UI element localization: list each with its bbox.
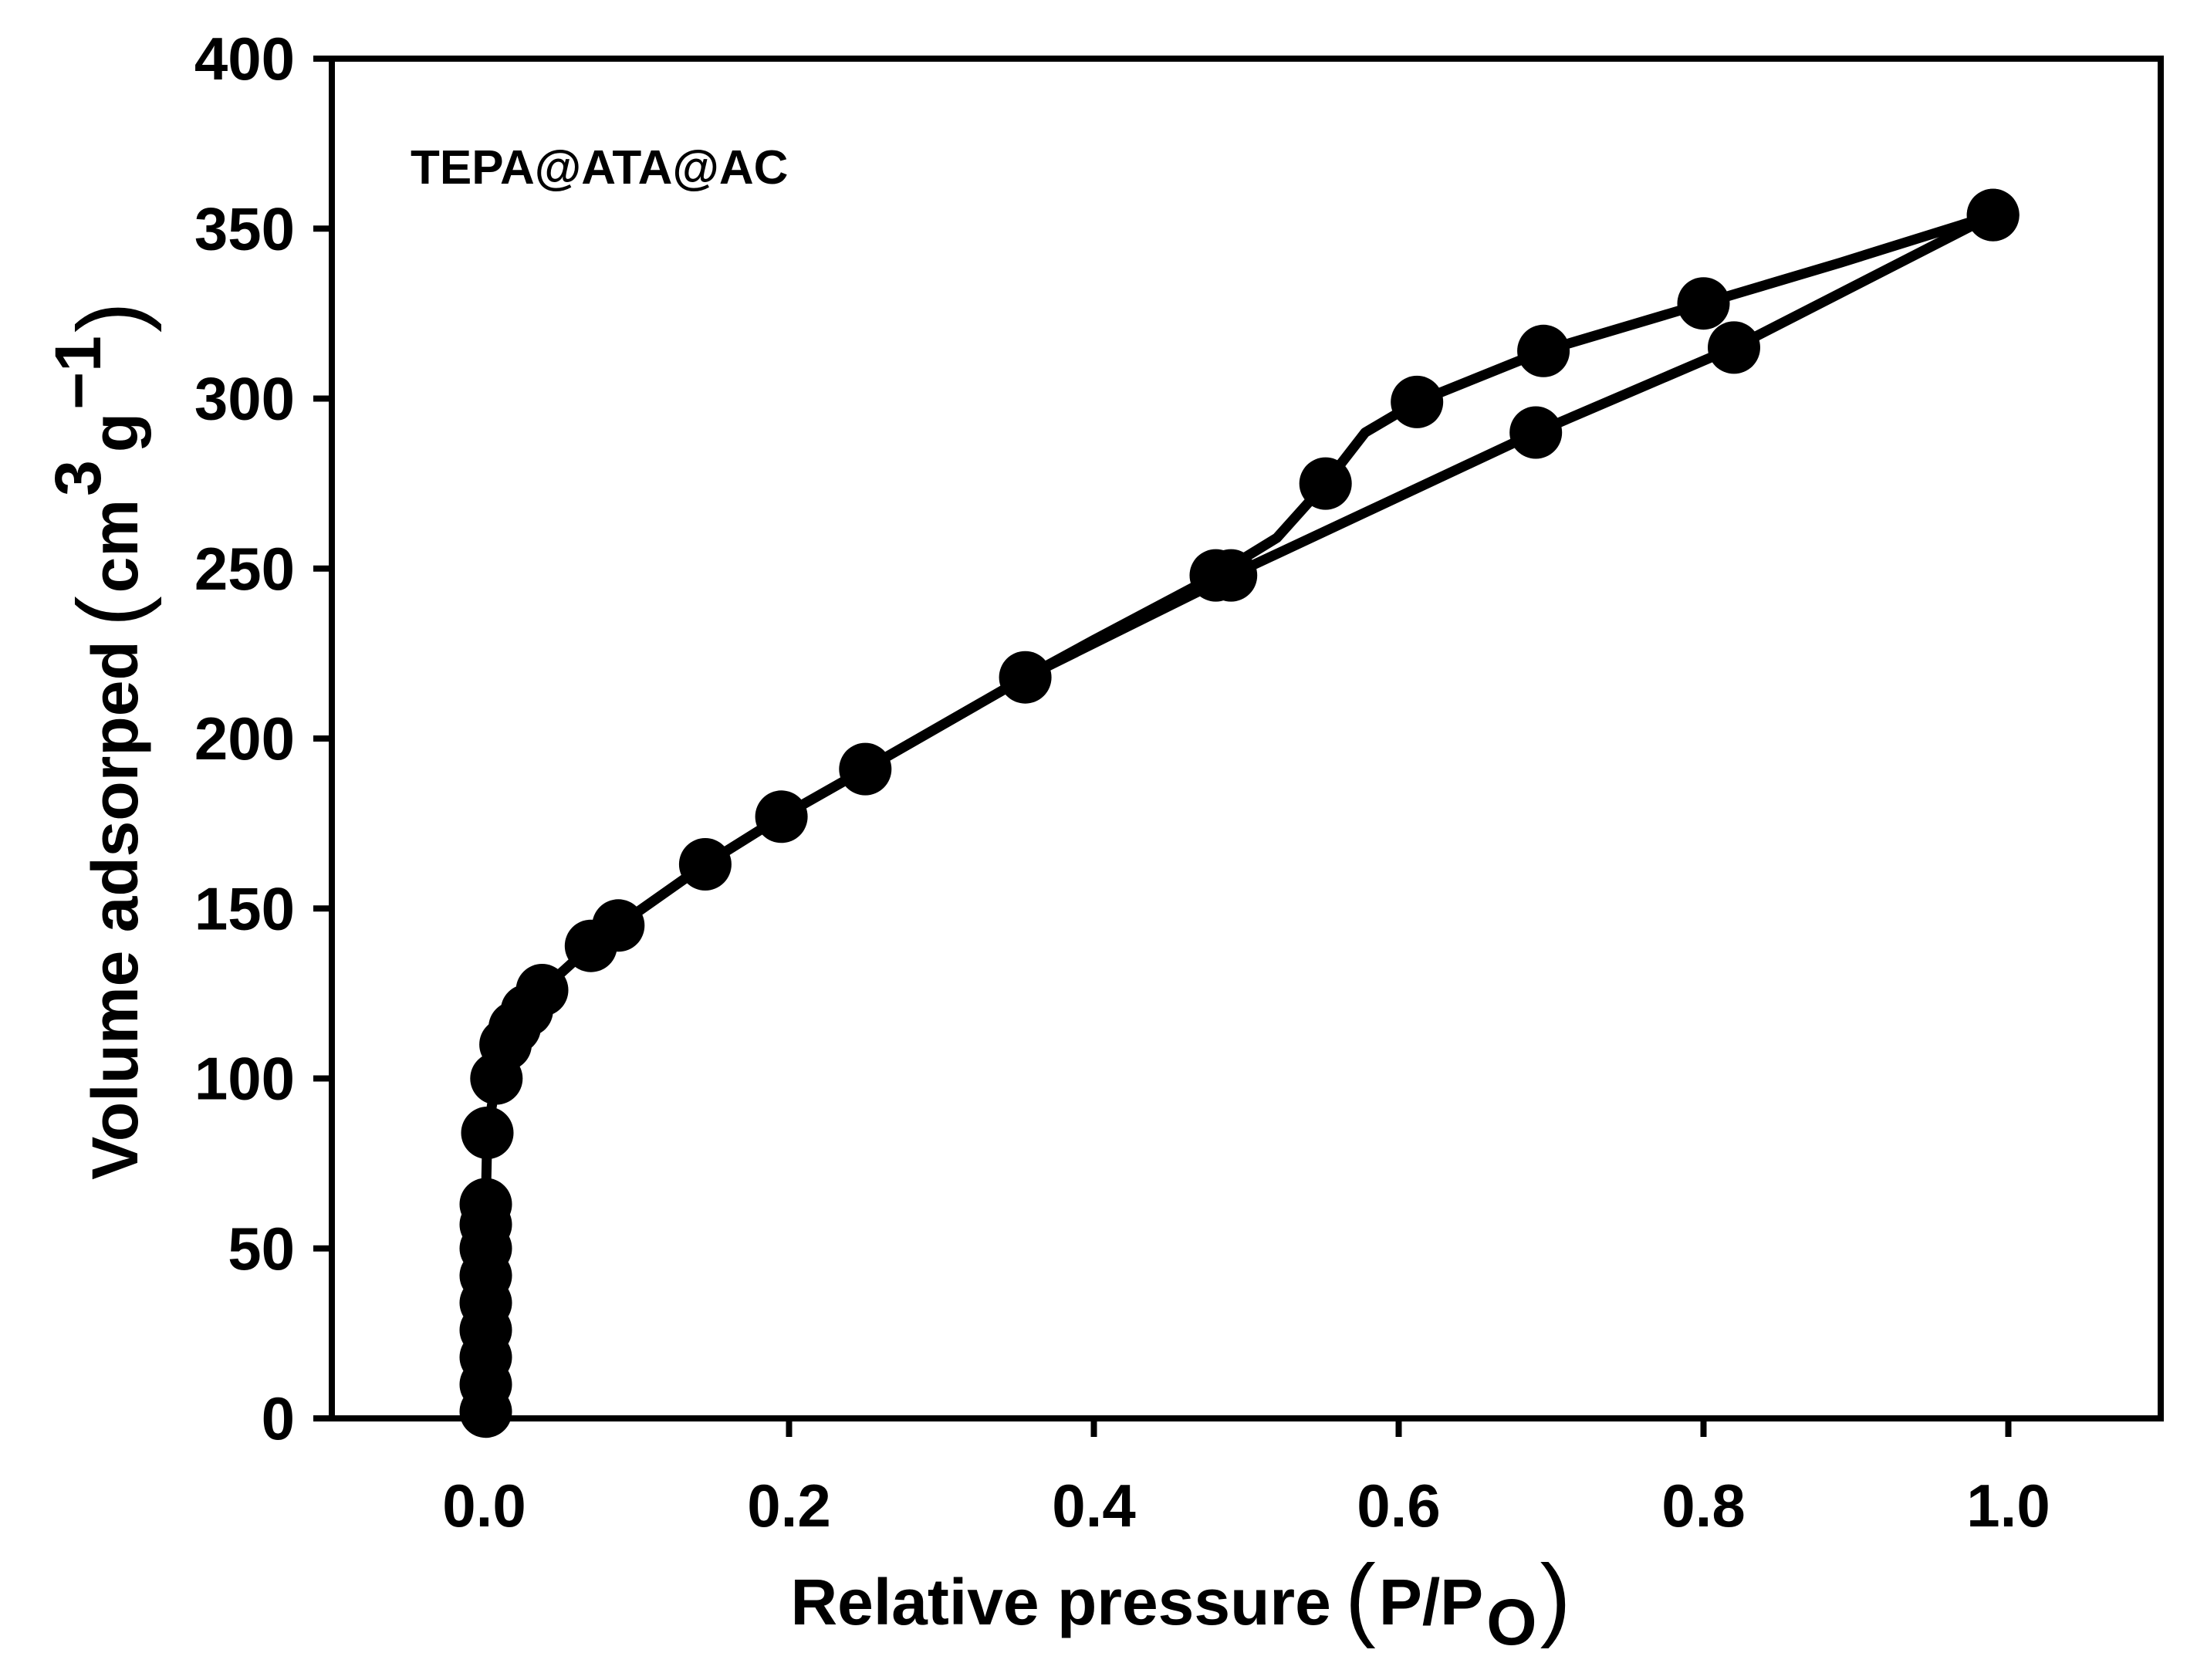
data-point-adsorption-19 [839, 742, 892, 796]
x-axis-title: Relative pressure ( P/P O ) [790, 1546, 1570, 1658]
y-axis-unit-cm: cm [79, 499, 151, 593]
y-axis-paren-open: ( [59, 596, 162, 627]
y-tick-label-1: 50 [228, 1215, 295, 1283]
y-axis-unit-g: g [79, 413, 151, 452]
data-point-adsorption-22 [1509, 406, 1563, 459]
data-point-desorption-5 [1189, 549, 1242, 602]
series-line-adsorption [481, 210, 1999, 1417]
y-tick-label-0: 0 [262, 1384, 295, 1452]
y-tick-label-3: 150 [194, 874, 295, 942]
data-point-adsorption-9 [461, 1107, 514, 1159]
y-tick-label-5: 250 [194, 535, 295, 603]
y-axis-title-main: Volume adsorped [79, 641, 151, 1180]
data-point-desorption-4 [1299, 457, 1352, 510]
data-point-desorption-3 [1391, 375, 1444, 428]
y-tick-label-8: 400 [194, 25, 295, 93]
y-tick-label-2: 100 [194, 1045, 295, 1113]
y-axis-paren-close: ) [59, 302, 162, 333]
x-tick-label-0: 0.0 [442, 1472, 526, 1540]
x-axis-title-main: Relative pressure [790, 1566, 1330, 1638]
data-point-desorption-0 [1966, 188, 2020, 242]
x-tick-label-2: 0.4 [1052, 1472, 1135, 1540]
markers-layer [459, 188, 2020, 1438]
y-axis-title-group: Volume adsorped ( cm 3 g −1 ) [42, 302, 162, 1180]
y-axis-unit-cm-superscript: 3 [42, 460, 114, 496]
x-tick-label-1: 0.2 [747, 1472, 830, 1540]
x-axis-title-subscript: O [1486, 1586, 1536, 1658]
ticks-layer [313, 56, 2012, 1437]
data-point-desorption-1 [1677, 277, 1730, 330]
y-axis-unit-g-superscript: −1 [42, 336, 114, 410]
y-tick-label-7: 350 [194, 194, 295, 262]
data-point-adsorption-14 [515, 964, 569, 1016]
series-line-desorption [613, 210, 1999, 931]
data-point-adsorption-23 [1708, 321, 1760, 374]
x-tick-label-3: 0.6 [1357, 1472, 1440, 1540]
y-tick-label-4: 200 [194, 705, 295, 772]
x-axis-paren-open: ( [1345, 1546, 1376, 1649]
plot-frame [329, 56, 2164, 1421]
data-point-desorption-2 [1517, 324, 1570, 377]
y-axis-title: Volume adsorped ( cm 3 g −1 ) [42, 302, 162, 1180]
data-point-adsorption-17 [678, 838, 732, 891]
data-point-adsorption-16 [592, 899, 645, 952]
series-layer [481, 210, 1999, 1417]
x-axis-paren-close: ) [1540, 1546, 1571, 1649]
sample-annotation: TEPA@ATA@AC [411, 141, 788, 194]
data-point-adsorption-8 [459, 1178, 512, 1231]
tick-labels-layer: 0.0 0.2 0.4 0.6 0.8 1.0 0 50 100 150 200 250 300 350 4… [194, 25, 2050, 1540]
x-tick-label-4: 0.8 [1661, 1472, 1745, 1540]
x-axis-title-ratio: P/P [1379, 1566, 1483, 1638]
data-point-adsorption-20 [999, 651, 1052, 704]
x-tick-label-5: 1.0 [1966, 1472, 2050, 1540]
data-point-adsorption-18 [755, 790, 808, 843]
y-tick-label-6: 300 [194, 365, 295, 433]
